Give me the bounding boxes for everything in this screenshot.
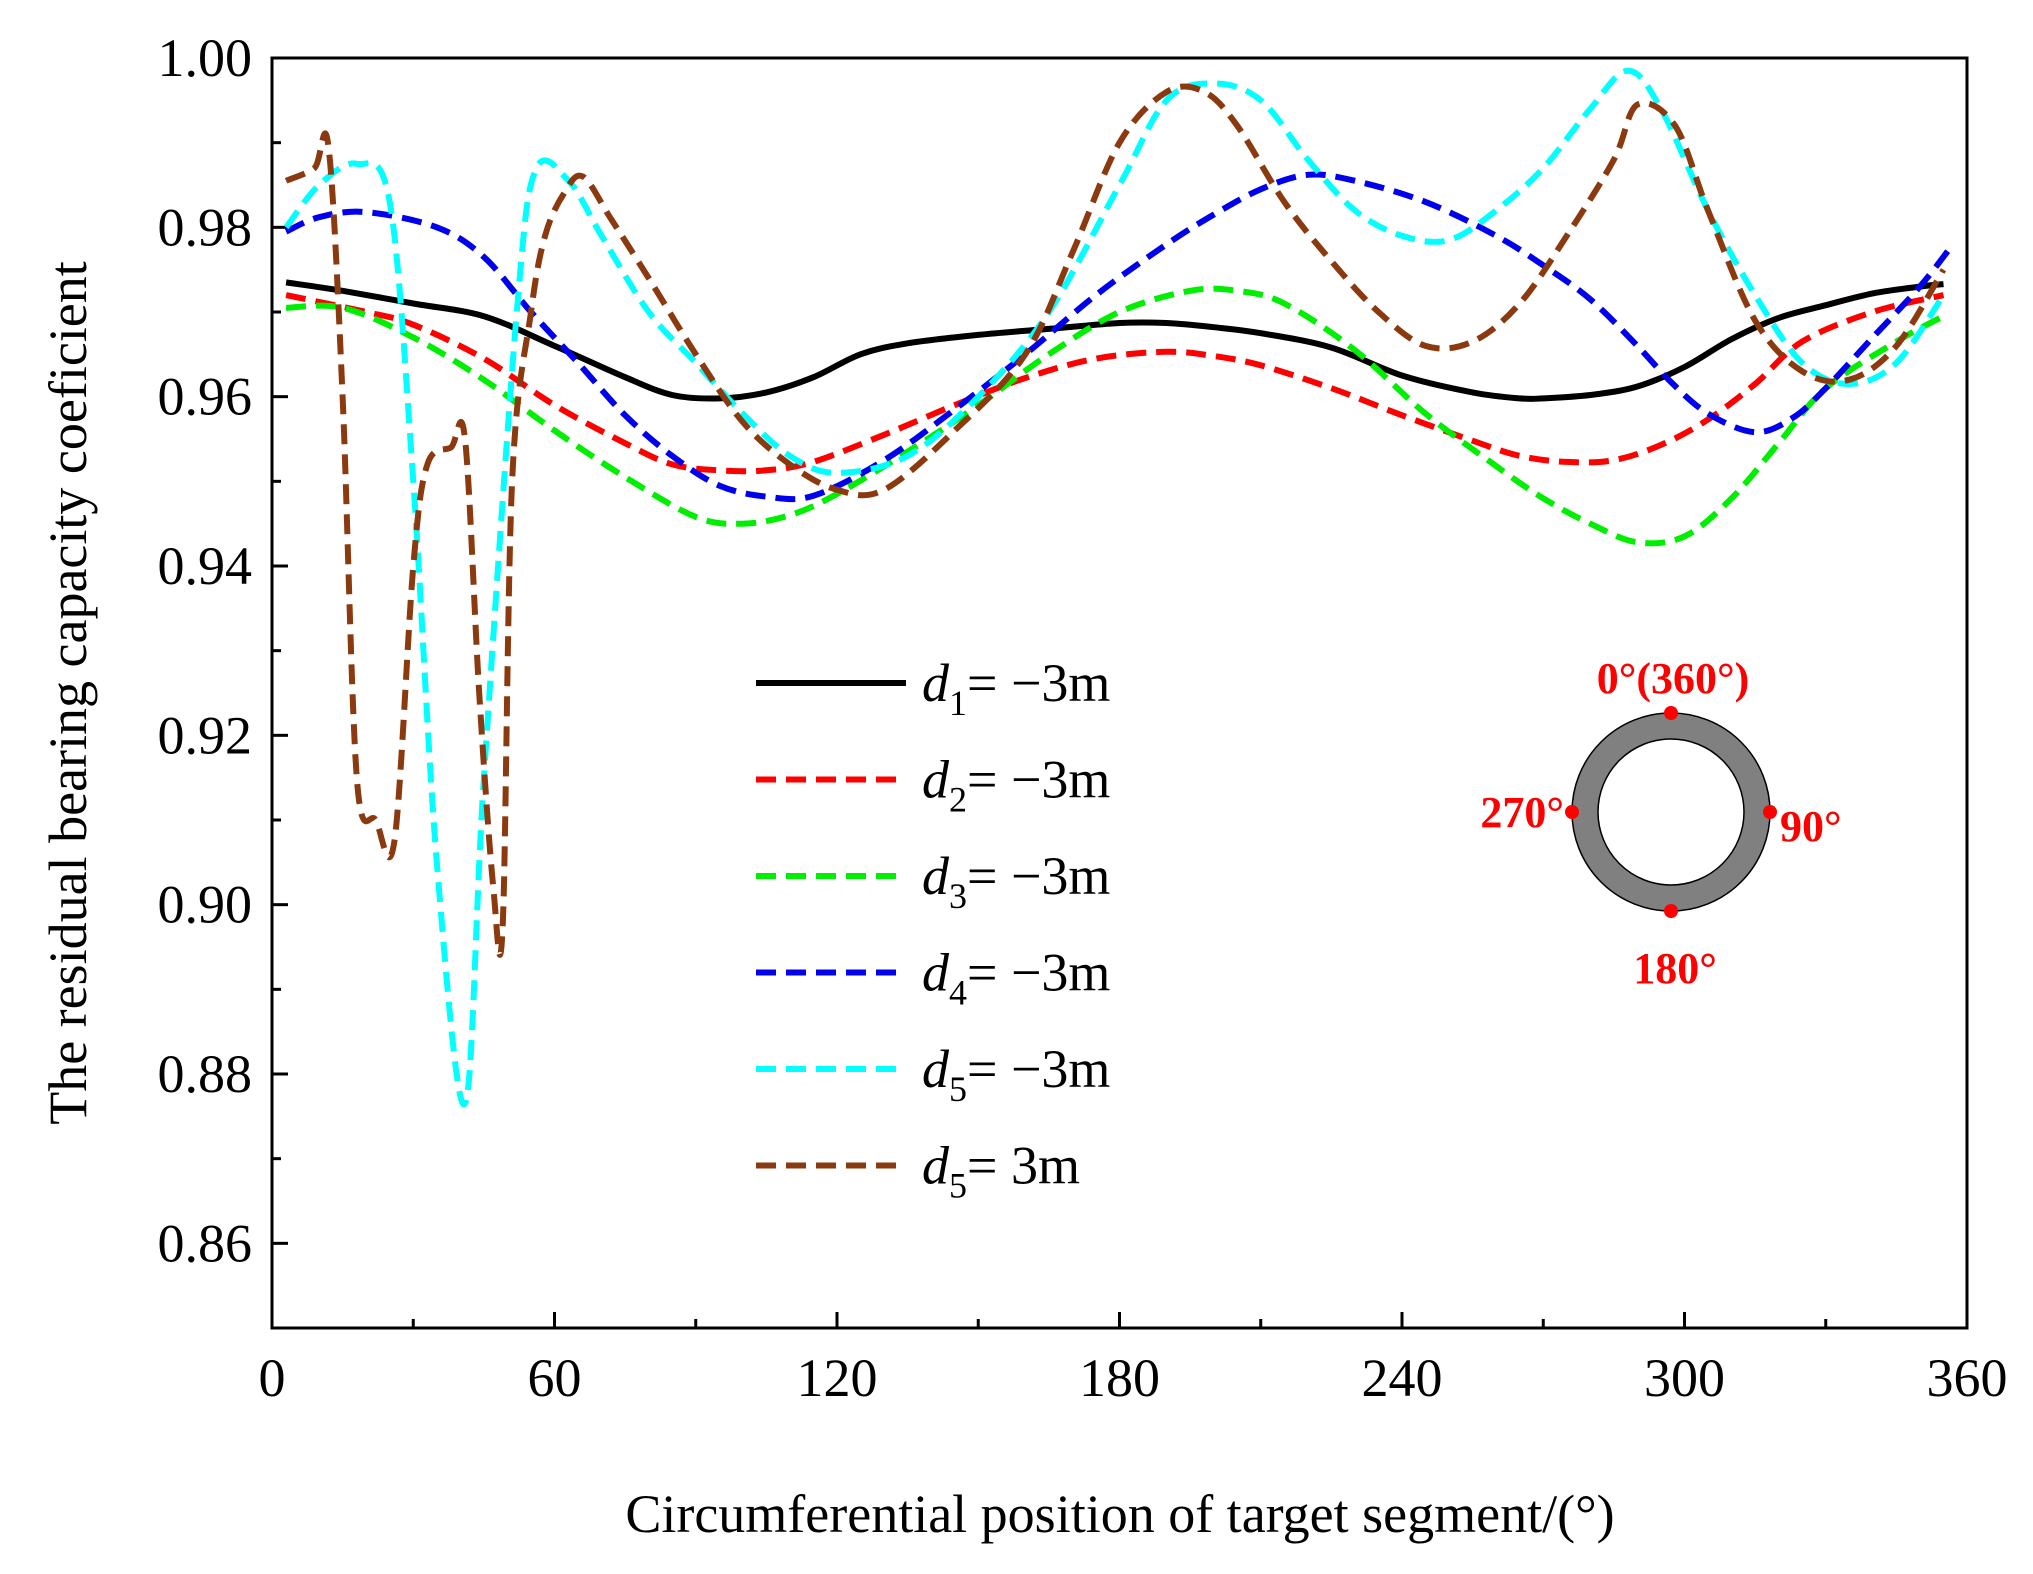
legend-label-4: d4= −3m — [922, 943, 1110, 1013]
marker-bottom — [1664, 904, 1678, 918]
series-layer — [283, 67, 1956, 1108]
series-line-3 — [285, 285, 1945, 547]
series-line-2 — [285, 292, 1945, 475]
inset-label-top: 0°(360°) — [1597, 654, 1750, 703]
legend: d1= −3m d2= −3m d3= −3m d4= −3m d5= −3m d5= 3… — [756, 653, 1110, 1206]
y-axis-title: The residual bearing capacity coeficient — [38, 261, 98, 1125]
x-tick-label: 0 — [259, 1348, 286, 1408]
inset-label-left: 270° — [1480, 788, 1564, 837]
y-tick-label: 0.86 — [158, 1213, 253, 1273]
x-axis-title: Circumferential position of target segme… — [625, 1484, 1614, 1544]
series-line-1 — [285, 279, 1944, 402]
marker-right — [1763, 805, 1777, 819]
series-line-6 — [284, 83, 1947, 958]
plot-frame — [270, 56, 1969, 1330]
x-tick-label: 300 — [1644, 1348, 1725, 1408]
inset-label-right: 90° — [1780, 802, 1842, 851]
y-tick-label: 0.88 — [158, 1044, 253, 1104]
legend-label-5: d5= −3m — [922, 1039, 1110, 1109]
legend-label-2: d2= −3m — [922, 750, 1110, 820]
y-tick-label: 0.94 — [158, 536, 253, 596]
legend-label-1: d1= −3m — [922, 653, 1110, 723]
y-tick-label: 0.96 — [158, 367, 253, 427]
legend-label-3: d3= −3m — [922, 846, 1110, 916]
series-line-4 — [284, 171, 1956, 503]
x-tick-label: 180 — [1079, 1348, 1160, 1408]
marker-left — [1565, 805, 1579, 819]
inset-ring-inner-edge — [1597, 738, 1745, 886]
inset-ring — [1572, 713, 1770, 911]
segment-position-inset: 0°(360°) 90° 180° 270° — [1480, 654, 1841, 993]
legend-label-6: d5= 3m — [922, 1136, 1080, 1206]
marker-top — [1664, 706, 1678, 720]
x-tick-label: 120 — [797, 1348, 878, 1408]
y-tick-label: 0.92 — [158, 705, 253, 765]
x-tick-label: 360 — [1927, 1348, 2008, 1408]
y-tick-label: 1.00 — [158, 28, 253, 88]
x-tick-label: 60 — [528, 1348, 582, 1408]
series-line-5 — [283, 67, 1946, 1108]
y-tick-label: 0.90 — [158, 875, 253, 935]
x-tick-label: 240 — [1362, 1348, 1443, 1408]
inset-label-bottom: 180° — [1633, 944, 1717, 993]
y-tick-label: 0.98 — [158, 197, 253, 257]
axes-layer: 0 60 120 180 240 300 360 0.86 0.88 0.90 0.92 0.94 0.… — [158, 28, 2008, 1408]
